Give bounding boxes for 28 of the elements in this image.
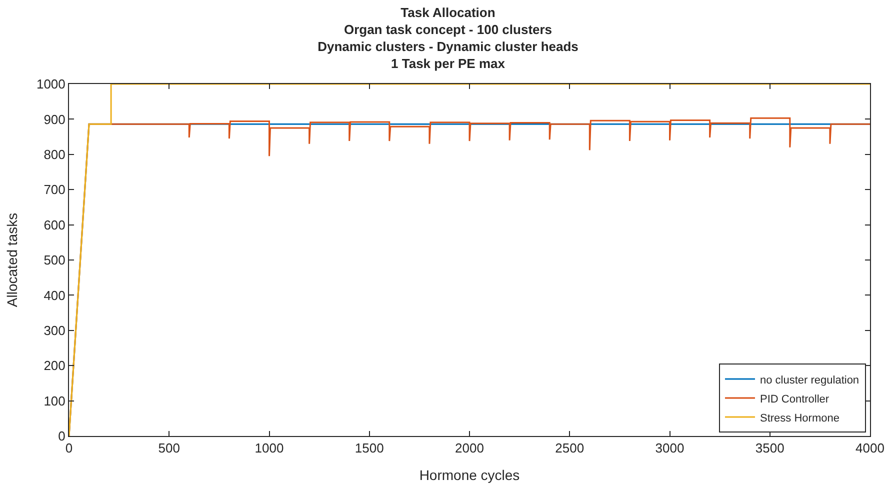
- legend-label: no cluster regulation: [760, 374, 860, 386]
- y-tick-label: 600: [44, 217, 66, 232]
- x-tick-label: 500: [158, 440, 180, 456]
- x-axis-title: Hormone cycles: [419, 466, 520, 483]
- y-tick-label: 700: [44, 182, 66, 198]
- text: Dynamic clusters - Dynamic cluster heads: [318, 39, 578, 54]
- y-tick-label: 0: [58, 428, 66, 444]
- y-tick-label: 500: [44, 252, 66, 268]
- y-tick-label: 200: [44, 358, 66, 374]
- y-tick-label: 800: [44, 146, 66, 162]
- x-tick-label: 2500: [555, 440, 584, 456]
- y-tick-label: 900: [44, 112, 66, 127]
- x-tick-label: 1000: [254, 440, 284, 456]
- x-tick-label: 3500: [755, 440, 784, 456]
- x-tick-label: 1500: [354, 440, 384, 456]
- x-tick-label: 4000: [856, 440, 884, 456]
- text: Organ task concept - 100 clusters: [344, 22, 552, 38]
- y-tick-label: 1000: [36, 76, 66, 92]
- x-tick-label: 2000: [455, 440, 484, 456]
- legend-label: PID Controller: [760, 393, 830, 406]
- text: 1 Task per PE max: [391, 56, 505, 71]
- x-tick-label: 3000: [655, 440, 684, 456]
- y-axis-title: Allocated tasks: [4, 212, 20, 308]
- legend-label: Stress Hormone: [760, 412, 840, 424]
- y-tick-label: 300: [44, 322, 66, 338]
- chart-title: Task Allocation: [400, 5, 496, 20]
- y-tick-label: 100: [44, 393, 66, 408]
- y-tick-label: 400: [44, 288, 66, 303]
